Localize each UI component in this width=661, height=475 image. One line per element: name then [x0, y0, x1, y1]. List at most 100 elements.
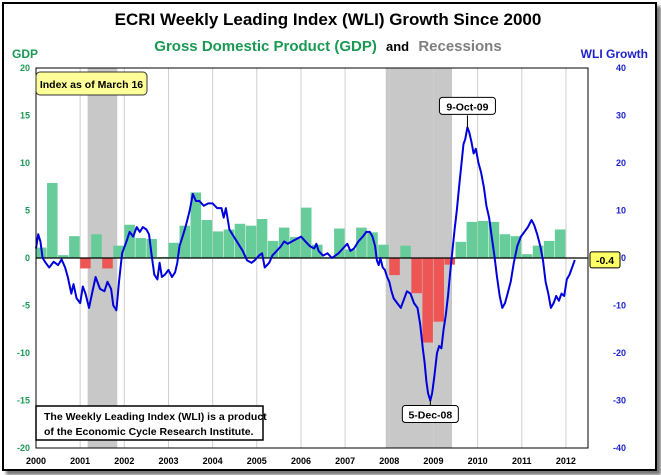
x-tick-2004: 2004: [203, 456, 223, 466]
chart-subtitle: Gross Domestic Product (GDP) and Recessi…: [154, 38, 501, 55]
source-note: The Weekly Leading Index (WLI) is a prod…: [35, 405, 267, 441]
x-tick-2012: 2012: [556, 456, 576, 466]
right-tick--30: -30: [613, 396, 626, 406]
gdp-bar-2009Q3: [455, 241, 467, 258]
trough-annotation-box: [401, 405, 459, 423]
gdp-bar-2011Q4: [554, 229, 566, 258]
x-tick-2000: 2000: [26, 456, 46, 466]
subtitle-gdp: Gross Domestic Product (GDP): [154, 38, 377, 55]
index-note-box: [35, 71, 148, 96]
gdp-bar-2004Q3: [234, 223, 246, 258]
gdp-bar-2008Q3: [411, 258, 422, 294]
gdp-bar-2008Q1: [389, 258, 400, 276]
wli-growth-line: [35, 126, 576, 402]
left-tick-15: 15: [20, 111, 30, 121]
gdp-bar-2010Q1: [477, 220, 489, 258]
gdp-bar-2010Q4: [510, 236, 522, 258]
gdp-bar-2006Q1: [300, 207, 312, 258]
gdp-bar-2011Q1: [521, 254, 533, 258]
right-tick-40: 40: [616, 63, 626, 73]
gdp-bar-2000Q4: [69, 236, 80, 258]
left-tick-0: 0: [25, 253, 30, 263]
subtitle-recessions: Recessions: [418, 38, 501, 55]
gdp-bar-2008Q4: [422, 258, 433, 343]
gdp-bar-2003Q4: [201, 220, 213, 258]
trough-annotation-label: 5-Dec-08: [408, 410, 452, 422]
gdp-bar-2004Q4: [245, 225, 257, 258]
latest-value-box: [589, 251, 621, 269]
left-tick-5: 5: [25, 206, 30, 216]
right-tick--20: -20: [613, 348, 626, 358]
gdp-bar-2007Q2: [356, 227, 367, 258]
left-tick-10: 10: [20, 158, 30, 168]
left-tick--20: -20: [17, 443, 30, 453]
gdp-bar-2008Q2: [400, 245, 411, 258]
gdp-bar-2005Q4: [289, 237, 301, 258]
gdp-bar-2009Q2: [444, 258, 456, 265]
gdp-bar-2009Q1: [433, 258, 444, 322]
gdp-bar-2005Q2: [267, 240, 279, 258]
gdp-bar-2011Q3: [543, 240, 555, 258]
right-axis-label: WLI Growth: [581, 47, 648, 61]
left-tick--15: -15: [17, 396, 30, 406]
x-tick-2011: 2011: [512, 456, 532, 466]
right-tick-10: 10: [616, 206, 626, 216]
gdp-bar-2010Q2: [488, 221, 500, 258]
peak-annotation-label: 9-Oct-09: [446, 101, 488, 113]
x-tick-2006: 2006: [291, 456, 311, 466]
left-tick--5: -5: [22, 301, 30, 311]
gdp-bar-2004Q2: [223, 229, 235, 258]
left-tick-20: 20: [20, 63, 30, 73]
x-tick-2007: 2007: [335, 456, 355, 466]
source-note-line-2: of the Economic Cycle Research Institute…: [44, 426, 254, 438]
gdp-bar-2007Q4: [378, 244, 389, 258]
gdp-bar-2003Q1: [168, 242, 180, 258]
gdp-bar-2002Q2: [135, 238, 146, 258]
gdp-bar-2005Q1: [256, 219, 268, 258]
gdp-bar-2009Q4: [466, 221, 478, 258]
x-tick-2008: 2008: [379, 456, 399, 466]
gdp-bar-2010Q3: [499, 234, 511, 258]
gdp-bar-2006Q4: [334, 228, 345, 258]
gdp-bar-2011Q2: [532, 245, 544, 258]
gdp-bar-2000Q3: [58, 255, 69, 258]
subtitle-and: and: [386, 39, 409, 54]
source-note-box: [35, 405, 264, 441]
gdp-bar-2006Q2: [312, 244, 323, 258]
gdp-bar-2007Q3: [367, 232, 378, 258]
right-tick--40: -40: [613, 443, 626, 453]
plot-border: [35, 67, 589, 449]
gdp-bar-2007Q1: [345, 249, 356, 258]
x-tick-2009: 2009: [423, 456, 443, 466]
gdp-bar-2001Q4: [113, 245, 124, 258]
x-tick-2005: 2005: [247, 456, 267, 466]
gdp-bar-2003Q3: [190, 192, 202, 258]
gdp-bar-2001Q1: [80, 258, 91, 269]
x-tick-2010: 2010: [468, 456, 488, 466]
axis-labels: 20151050-5-10-15-20403020100-10-20-30-40…: [17, 63, 626, 466]
peak-annotation-box: [438, 96, 496, 115]
right-tick-30: 30: [616, 111, 626, 121]
gdp-bar-2004Q1: [212, 231, 224, 258]
latest-value-label: -0.4: [596, 255, 614, 267]
index-note: Index as of March 16: [35, 71, 148, 96]
annotations: 9-Oct-09 5-Dec-08 -0.4: [401, 96, 621, 423]
index-note-text: Index as of March 16: [40, 79, 143, 91]
chart-title: ECRI Weekly Leading Index (WLI) Growth S…: [115, 10, 542, 29]
gdp-bar-2002Q1: [124, 224, 135, 258]
gdp-bar-2001Q2: [91, 234, 102, 258]
gdp-bar-2000Q2: [47, 182, 58, 258]
left-tick--10: -10: [17, 348, 30, 358]
right-tick-20: 20: [616, 158, 626, 168]
right-tick-0: 0: [621, 253, 626, 263]
gdp-bar-2001Q3: [102, 258, 113, 269]
right-tick--10: -10: [613, 301, 626, 311]
x-tick-2001: 2001: [70, 456, 90, 466]
x-tick-2002: 2002: [114, 456, 134, 466]
plot-area: [35, 67, 589, 449]
left-axis-label: GDP: [12, 47, 38, 61]
source-note-line-1: The Weekly Leading Index (WLI) is a prod…: [44, 411, 267, 423]
x-tick-2003: 2003: [158, 456, 178, 466]
gdp-bar-2003Q2: [179, 225, 191, 258]
